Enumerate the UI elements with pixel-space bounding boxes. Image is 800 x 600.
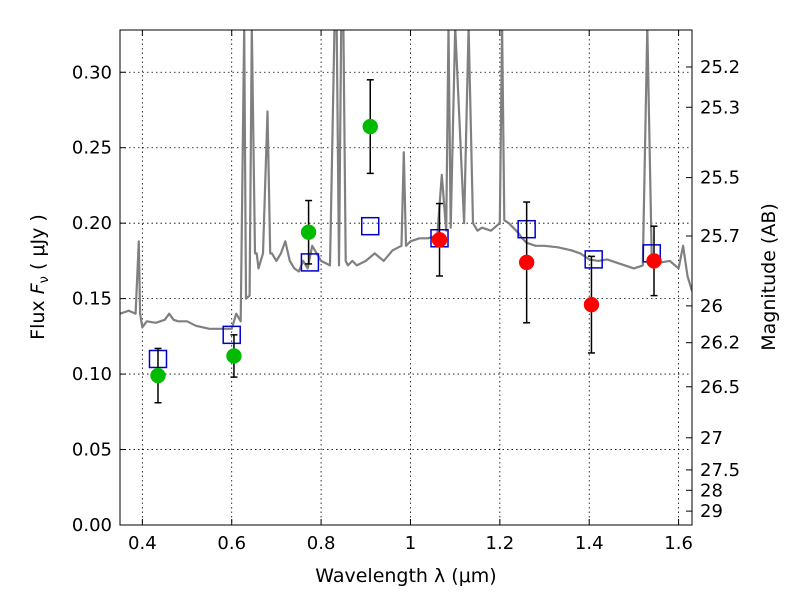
nir-photometry-point xyxy=(583,296,600,313)
y2-tick-label: 29 xyxy=(700,501,723,522)
x-tick-label: 1.4 xyxy=(575,533,604,554)
data-area xyxy=(120,30,692,404)
x-tick-label: 1.2 xyxy=(486,533,515,554)
nir-photometry-point xyxy=(518,254,535,271)
y2-tick-label: 26 xyxy=(700,296,723,317)
x-tick-label: 0.4 xyxy=(128,533,157,554)
y2-tick-label: 27.5 xyxy=(700,460,740,481)
x-axis-label: Wavelength λ (μm) xyxy=(315,565,496,587)
model-photometry-square xyxy=(300,253,320,272)
model-photometry-square xyxy=(584,250,603,269)
grid xyxy=(120,30,692,526)
x-tick-label: 0.6 xyxy=(217,533,246,554)
y-tick-label: 0.25 xyxy=(72,138,112,159)
secondary-y-axis-label: Magnitude (AB) xyxy=(758,203,780,351)
x-tick-label: 1 xyxy=(405,533,416,554)
y2-tick-label: 26.5 xyxy=(700,377,740,398)
y2-tick-label: 25.7 xyxy=(700,226,740,247)
plot-frame xyxy=(119,29,693,526)
optical-photometry-point xyxy=(362,118,378,135)
optical-photometry-point xyxy=(150,367,166,384)
x-tick-label: 0.8 xyxy=(307,533,336,554)
y-axis-label-variable: F xyxy=(27,282,49,294)
y-axis-label-prefix: Flux xyxy=(27,294,49,340)
y2-tick-label: 25.2 xyxy=(700,57,740,78)
nir-photometry-point xyxy=(646,253,662,269)
axis-ticks: 0.4 0.6 0.8 1 1.2 1.4 1.6 0.00 0.05 0.10 0.15 0.20 0… xyxy=(72,30,740,554)
y-tick-label: 0.10 xyxy=(72,364,112,385)
y2-tick-label: 25.3 xyxy=(700,97,740,118)
y-axis-label-suffix: ( μJy ) xyxy=(27,214,49,276)
optical-photometry-point xyxy=(226,348,242,364)
y-tick-label: 0.05 xyxy=(72,440,112,461)
x-tick-label: 1.6 xyxy=(664,533,693,554)
y-tick-label: 0.30 xyxy=(72,62,112,83)
nir-photometry-point xyxy=(431,232,448,248)
y2-tick-label: 26.2 xyxy=(700,333,740,354)
optical-photometry-point xyxy=(300,224,317,240)
y-tick-label: 0.20 xyxy=(72,213,112,234)
y-axis-label-subscript: ν xyxy=(37,276,52,283)
model-photometry-square xyxy=(222,325,241,345)
plot-background xyxy=(120,30,692,525)
y-axis-label: Flux Fν ( μJy ) xyxy=(27,214,52,340)
model-photometry-square xyxy=(361,216,380,236)
y2-tick-label: 28 xyxy=(700,480,723,501)
y-tick-label: 0.00 xyxy=(72,515,112,536)
y-tick-label: 0.15 xyxy=(72,289,112,310)
y2-tick-label: 25.5 xyxy=(700,168,740,189)
model-spectrum-line xyxy=(120,30,692,330)
y2-tick-label: 27 xyxy=(700,428,723,449)
